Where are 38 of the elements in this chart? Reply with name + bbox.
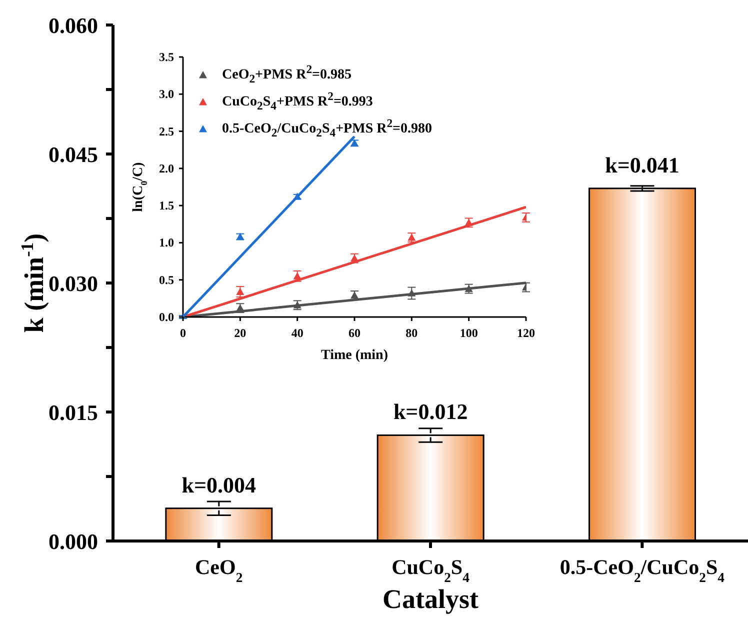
y-tick-label: 2.5 — [159, 124, 174, 138]
y-tick-label: 3.5 — [159, 50, 174, 64]
y-tick-label: 0.060 — [48, 13, 98, 38]
y-tick-label: 1.5 — [159, 198, 174, 213]
y-tick-label: 2.0 — [159, 161, 174, 176]
point — [293, 301, 302, 308]
y-tick-label: 0.5 — [159, 272, 174, 287]
x-tick-label: 80 — [406, 326, 418, 340]
y-tick-label: 0.015 — [48, 400, 98, 425]
y-tick-label: 0.030 — [48, 271, 98, 296]
x-tick-label: 20 — [234, 326, 246, 340]
legend-label: CuCo$_{2}$S$_{4}$+PMS R$^{2}$=0.993 — [222, 90, 373, 113]
y-tick-label: 1.0 — [159, 236, 174, 250]
legend-label: CeO$_{2}$+PMS R$^{2}$=0.985 — [222, 63, 352, 86]
x-tick-label: CuCo$_{2}$S$_{4}$ — [392, 555, 470, 584]
point — [464, 284, 473, 292]
point — [236, 304, 244, 312]
point — [236, 288, 244, 295]
text: 0.5-CeO$_{2}$/CuCo$_{2}$S$_{4}$+PMS R$^{2}$=0.980 — [222, 117, 432, 140]
point — [464, 218, 473, 226]
y-tick-label: 0.0 — [159, 310, 174, 324]
point — [293, 272, 302, 280]
x-tick-label: CeO$_{2}$ — [195, 555, 243, 584]
x-tick-label: 60 — [348, 326, 360, 340]
data-label: k=0.004 — [182, 472, 256, 498]
y-tick-label: 0.000 — [48, 529, 98, 554]
x-tick-label: 0.5-CeO$_{2}$/CuCo$_{2}$S$_{4}$ — [560, 555, 725, 584]
x-axis-title: Catalyst — [382, 584, 478, 614]
point — [408, 289, 416, 296]
y-tick-label: 0.045 — [48, 142, 98, 167]
x-axis-title: Time (min) — [320, 348, 388, 363]
x-tick-label: 40 — [291, 326, 304, 340]
x-tick-label: 120 — [517, 326, 535, 340]
x-tick-label: 100 — [460, 326, 478, 340]
y-tick-label: 3.0 — [159, 87, 174, 102]
data-label: k=0.012 — [393, 399, 468, 424]
x-tick-label: 0 — [180, 326, 186, 340]
data-label: k=0.041 — [605, 152, 680, 178]
